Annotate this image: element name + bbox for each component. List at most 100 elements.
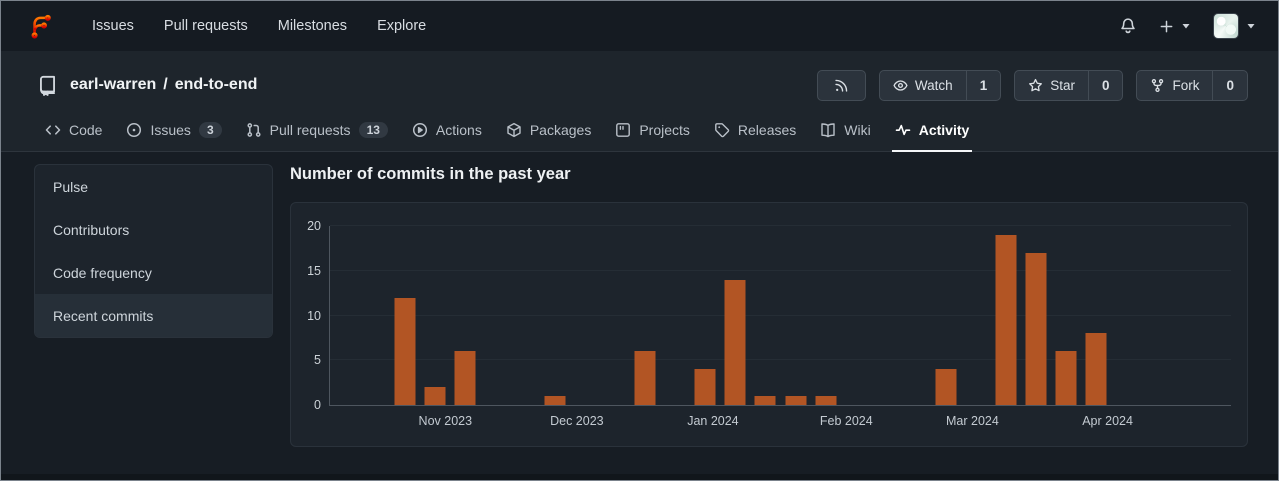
commit-bar-week-10 bbox=[634, 351, 656, 405]
commits-chart-card: 0 5 10 15 20 Nov 2023 Dec 2023 Jan 2024 Feb 2024… bbox=[290, 202, 1248, 447]
tab-actions[interactable]: Actions bbox=[400, 112, 494, 151]
book-icon bbox=[821, 123, 835, 138]
gridline-y-20 bbox=[330, 225, 1231, 226]
y-axis-tick-label: 10 bbox=[307, 308, 321, 323]
star-button-group: Star 0 bbox=[1014, 69, 1124, 101]
y-axis-tick-label: 15 bbox=[307, 263, 321, 278]
package-icon bbox=[507, 122, 521, 138]
watch-button-group: Watch 1 bbox=[878, 69, 1002, 101]
tab-label: Issues bbox=[150, 122, 191, 138]
y-axis-tick-label: 20 bbox=[307, 218, 321, 233]
plus-icon bbox=[1160, 20, 1173, 32]
commit-bar-week-4 bbox=[454, 351, 476, 405]
project-board-icon bbox=[616, 123, 631, 137]
sidebar-item-recent-commits[interactable]: Recent commits bbox=[35, 294, 272, 337]
git-pull-request-icon bbox=[247, 123, 261, 137]
star-button[interactable]: Star bbox=[1015, 71, 1088, 100]
pull-requests-count-badge: 13 bbox=[358, 122, 388, 138]
repo-title-row: earl-warren / end-to-end bbox=[1, 63, 1278, 107]
breadcrumb-separator: / bbox=[163, 76, 168, 93]
user-avatar bbox=[1213, 13, 1239, 39]
tab-pull-requests[interactable]: Pull requests 13 bbox=[234, 112, 400, 151]
chart-plot: 0 5 10 15 20 Nov 2023 Dec 2023 Jan 2024 Feb 2024… bbox=[307, 220, 1231, 428]
tab-issues[interactable]: Issues 3 bbox=[114, 112, 233, 151]
x-axis-month-label: Feb 2024 bbox=[819, 414, 873, 428]
tab-label: Releases bbox=[737, 122, 797, 138]
commit-bar-week-2 bbox=[394, 297, 416, 405]
create-new-dropdown[interactable] bbox=[1148, 13, 1202, 40]
y-axis-tick-label: 5 bbox=[314, 353, 321, 367]
user-menu-dropdown[interactable] bbox=[1202, 7, 1256, 45]
fork-icon bbox=[1152, 78, 1164, 92]
commit-bar-week-20 bbox=[935, 369, 957, 405]
top-navbar: Issues Pull requests Milestones Explore bbox=[1, 1, 1278, 51]
commit-bar-week-12 bbox=[694, 369, 716, 405]
tab-packages[interactable]: Packages bbox=[494, 112, 603, 151]
repo-owner-link[interactable]: earl-warren bbox=[70, 76, 157, 93]
bell-icon bbox=[1121, 18, 1135, 34]
tab-projects[interactable]: Projects bbox=[603, 112, 702, 151]
tab-label: Code bbox=[69, 122, 103, 138]
gridline-y-5 bbox=[330, 359, 1231, 361]
pulse-icon bbox=[895, 124, 911, 136]
play-circle-icon bbox=[412, 122, 427, 138]
notifications-button[interactable] bbox=[1108, 11, 1148, 41]
recent-commits-panel: Number of commits in the past year 0 5 10 1… bbox=[290, 164, 1248, 447]
sidebar-item-pulse[interactable]: Pulse bbox=[53, 178, 89, 195]
issues-count-badge: 3 bbox=[198, 122, 222, 138]
watch-button[interactable]: Watch bbox=[880, 71, 966, 100]
activity-content: Pulse Contributors Code frequency Recent… bbox=[1, 152, 1278, 447]
nav-link-pull-requests[interactable]: Pull requests bbox=[163, 18, 248, 34]
repo-action-buttons: Watch 1 Star 0 bbox=[816, 69, 1248, 101]
watch-count[interactable]: 1 bbox=[965, 70, 1001, 100]
code-icon bbox=[45, 125, 61, 135]
nav-link-explore[interactable]: Explore bbox=[377, 18, 427, 34]
commit-bar-week-23 bbox=[1025, 252, 1047, 405]
star-icon bbox=[1029, 78, 1043, 91]
commit-bar-week-24 bbox=[1055, 351, 1077, 405]
eye-icon bbox=[893, 79, 908, 91]
tab-label: Packages bbox=[529, 122, 592, 138]
x-axis-month-label: Jan 2024 bbox=[687, 414, 739, 428]
forgejo-logo[interactable] bbox=[27, 13, 53, 39]
fork-count[interactable]: 0 bbox=[1212, 70, 1247, 100]
commit-bar-week-7 bbox=[544, 396, 566, 405]
rss-icon bbox=[835, 79, 848, 92]
chart-title: Number of commits in the past year bbox=[290, 165, 571, 183]
sidebar-item-code-frequency[interactable]: Code frequency bbox=[53, 264, 152, 281]
star-count[interactable]: 0 bbox=[1087, 70, 1123, 100]
repo-header-section: earl-warren / end-to-end bbox=[1, 51, 1278, 152]
watch-label: Watch bbox=[914, 77, 953, 93]
tag-icon bbox=[715, 123, 730, 138]
tab-wiki[interactable]: Wiki bbox=[808, 112, 882, 151]
tab-label: Wiki bbox=[844, 122, 871, 138]
repo-name-link[interactable]: end-to-end bbox=[174, 76, 258, 93]
rss-button-group bbox=[816, 69, 866, 101]
tab-activity[interactable]: Activity bbox=[883, 112, 982, 152]
fork-button[interactable]: Fork bbox=[1137, 71, 1212, 100]
gridline-y-15 bbox=[330, 269, 1231, 271]
nav-link-issues[interactable]: Issues bbox=[92, 18, 134, 34]
commit-bar-week-14 bbox=[754, 396, 776, 405]
tab-releases[interactable]: Releases bbox=[702, 112, 808, 151]
x-axis-month-label: Apr 2024 bbox=[1082, 414, 1133, 428]
window-bottom-edge bbox=[1, 474, 1278, 480]
x-axis-month-label: Nov 2023 bbox=[418, 414, 473, 428]
sidebar-item-contributors[interactable]: Contributors bbox=[53, 221, 130, 238]
rss-feed-button[interactable] bbox=[818, 71, 865, 100]
repo-breadcrumb: earl-warren / end-to-end bbox=[70, 76, 257, 94]
x-axis-month-label: Dec 2023 bbox=[550, 414, 604, 428]
commit-bar-week-13 bbox=[724, 279, 746, 405]
x-axis-month-label: Mar 2024 bbox=[946, 414, 999, 428]
tab-label: Activity bbox=[918, 122, 970, 138]
star-label: Star bbox=[1050, 77, 1075, 93]
commit-bar-week-16 bbox=[815, 396, 837, 405]
gridline-y-10 bbox=[330, 314, 1231, 316]
commit-bar-week-25 bbox=[1085, 333, 1107, 405]
tab-code[interactable]: Code bbox=[33, 112, 114, 151]
nav-link-milestones[interactable]: Milestones bbox=[277, 18, 348, 34]
commit-bar-week-3 bbox=[424, 387, 446, 405]
repository-icon bbox=[37, 75, 58, 96]
y-axis-tick-label: 0 bbox=[314, 397, 321, 412]
